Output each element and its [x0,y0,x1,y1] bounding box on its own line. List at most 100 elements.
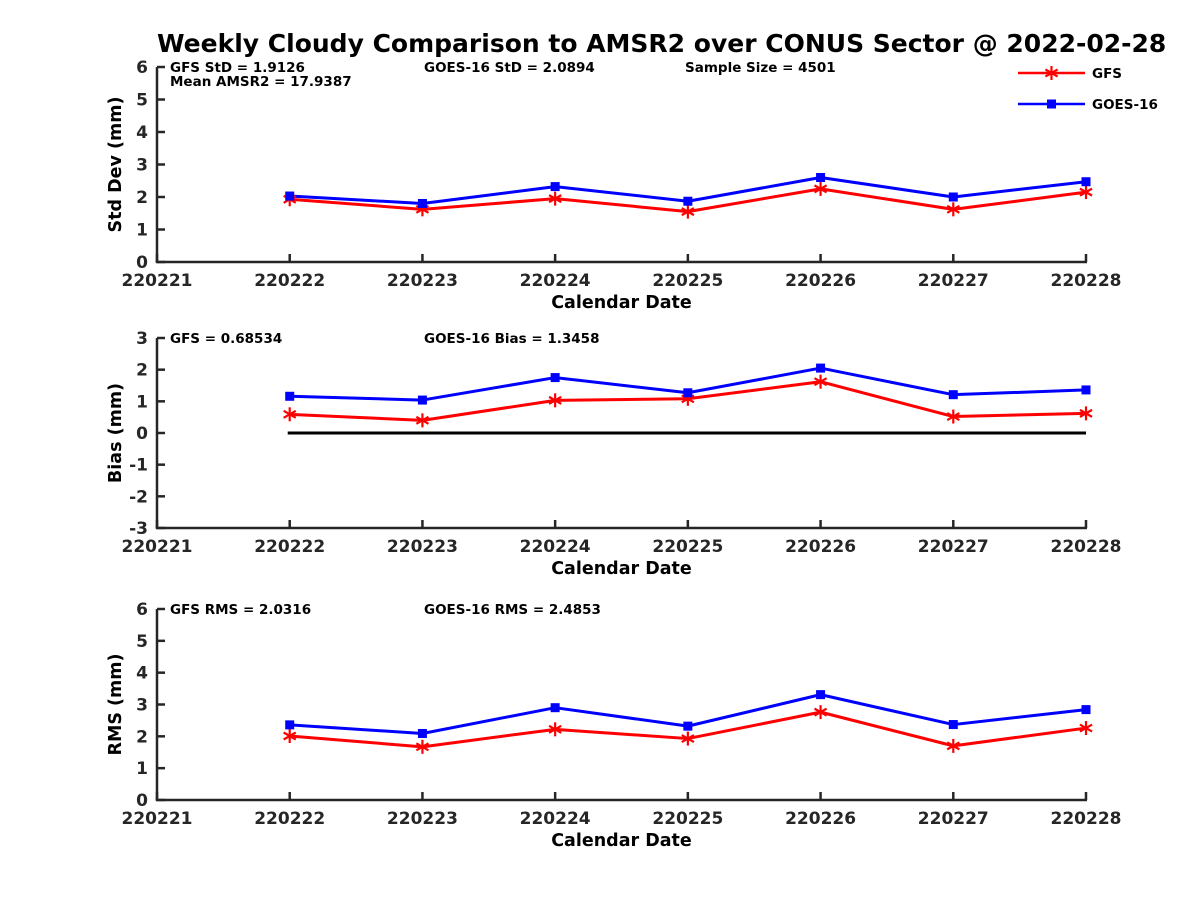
asterisk-marker-icon [415,415,430,425]
square-marker-icon [1081,385,1091,395]
y-tick-label: -1 [129,456,148,476]
asterisk-marker-icon [415,742,430,752]
y-tick-label: 3 [136,696,148,716]
x-tick-label: 220222 [254,809,325,829]
x-tick-label: 220226 [785,809,856,829]
square-marker-icon [948,192,958,202]
gfs-marker [415,739,430,754]
gfs-marker [548,191,562,206]
annotation-text: Mean AMSR2 = 17.9387 [170,74,352,90]
square-marker-icon [948,720,958,730]
asterisk-marker-icon [548,724,562,734]
y-tick-label: 1 [136,392,148,412]
legend-label: GOES-16 [1092,97,1158,113]
goes-16-marker [417,395,427,405]
square-marker-icon [948,390,958,400]
y-axis-title: Bias (mm) [106,383,126,483]
x-tick-label: 220225 [652,537,723,557]
x-tick-label: 220227 [918,271,989,291]
y-tick-label: 0 [136,253,148,273]
gfs-marker [283,729,297,744]
x-tick-label: 220222 [254,271,325,291]
square-marker-icon [550,703,560,713]
goes-16-marker [816,363,826,373]
gfs-marker [1079,406,1093,421]
y-axis-title: Std Dev (mm) [106,97,126,233]
x-axis-title: Calendar Date [551,559,692,579]
x-tick-label: 220227 [918,809,989,829]
y-tick-label: 4 [136,123,148,143]
x-tick-label: 220225 [652,271,723,291]
gfs-marker [946,738,960,753]
rms-axes: 0 1 2 3 4 5 6 220221 220222 220223 220224 220225 220… [122,600,1122,829]
square-marker-icon [683,721,693,731]
x-tick-label: 220223 [387,809,458,829]
annotation-text: GFS StD = 1.9126 [170,60,305,76]
square-marker-icon [417,199,427,208]
x-tick-label: 220221 [122,271,193,291]
square-marker-icon [417,728,427,738]
y-tick-label: 6 [136,58,148,78]
square-marker-icon [816,363,826,373]
goes-16-marker [550,182,560,192]
square-marker-icon [683,196,693,206]
annotation-text: GOES-16 Bias = 1.3458 [424,331,599,347]
legend-square-marker [1047,99,1056,109]
goes-16-marker [948,720,958,730]
annotation-text: Sample Size = 4501 [685,60,836,76]
goes-16-marker [683,721,693,731]
asterisk-marker-icon [1079,408,1093,418]
asterisk-marker-icon [1079,187,1093,197]
goes-16-marker [683,388,693,398]
x-tick-label: 220226 [785,271,856,291]
square-marker-icon [550,182,560,192]
goes-16-marker [1081,177,1091,187]
y-tick-label: 3 [136,329,148,349]
x-tick-label: 220228 [1051,809,1122,829]
y-tick-label: 3 [136,156,148,176]
x-tick-label: 220222 [254,537,325,557]
square-marker-icon [816,173,826,182]
legend: GFS GOES-16 [1018,66,1158,113]
y-tick-label: 2 [136,188,148,208]
goes-16-marker [550,373,560,383]
asterisk-marker-icon [1044,68,1059,78]
x-tick-label: 220225 [652,809,723,829]
gfs-marker [946,409,960,424]
gfs-marker [415,413,430,428]
square-marker-icon [417,395,427,405]
goes-16-marker [816,690,826,700]
gfs-marker [681,731,695,746]
y-tick-label: -3 [129,519,148,539]
goes-16-marker [1081,385,1091,395]
y-axis-title: RMS (mm) [106,653,126,755]
asterisk-marker-icon [1079,723,1093,733]
y-tick-label: 1 [136,221,148,241]
square-marker-icon [1081,705,1091,715]
square-marker-icon [550,373,560,383]
x-tick-label: 220224 [520,809,591,829]
square-marker-icon [285,720,295,730]
x-tick-label: 220227 [918,537,989,557]
x-tick-label: 220223 [387,537,458,557]
x-tick-label: 220226 [785,537,856,557]
x-tick-label: 220228 [1051,271,1122,291]
goes-16-marker [285,191,295,201]
asterisk-marker-icon [813,377,828,387]
goes-16-marker [683,196,693,206]
gfs-marker [283,407,297,422]
asterisk-marker-icon [548,194,562,204]
annotation-text: GFS RMS = 2.0316 [170,602,311,618]
goes-16-marker [285,391,295,401]
square-marker-icon [285,191,295,201]
x-axis-title: Calendar Date [551,831,692,851]
gfs-marker [1079,721,1093,736]
goes-16-marker [1081,705,1091,715]
gfs-marker [1079,185,1093,200]
asterisk-marker-icon [946,741,960,751]
gfs-marker [813,705,828,720]
y-tick-label: -2 [129,487,148,507]
square-marker-icon [816,690,826,700]
